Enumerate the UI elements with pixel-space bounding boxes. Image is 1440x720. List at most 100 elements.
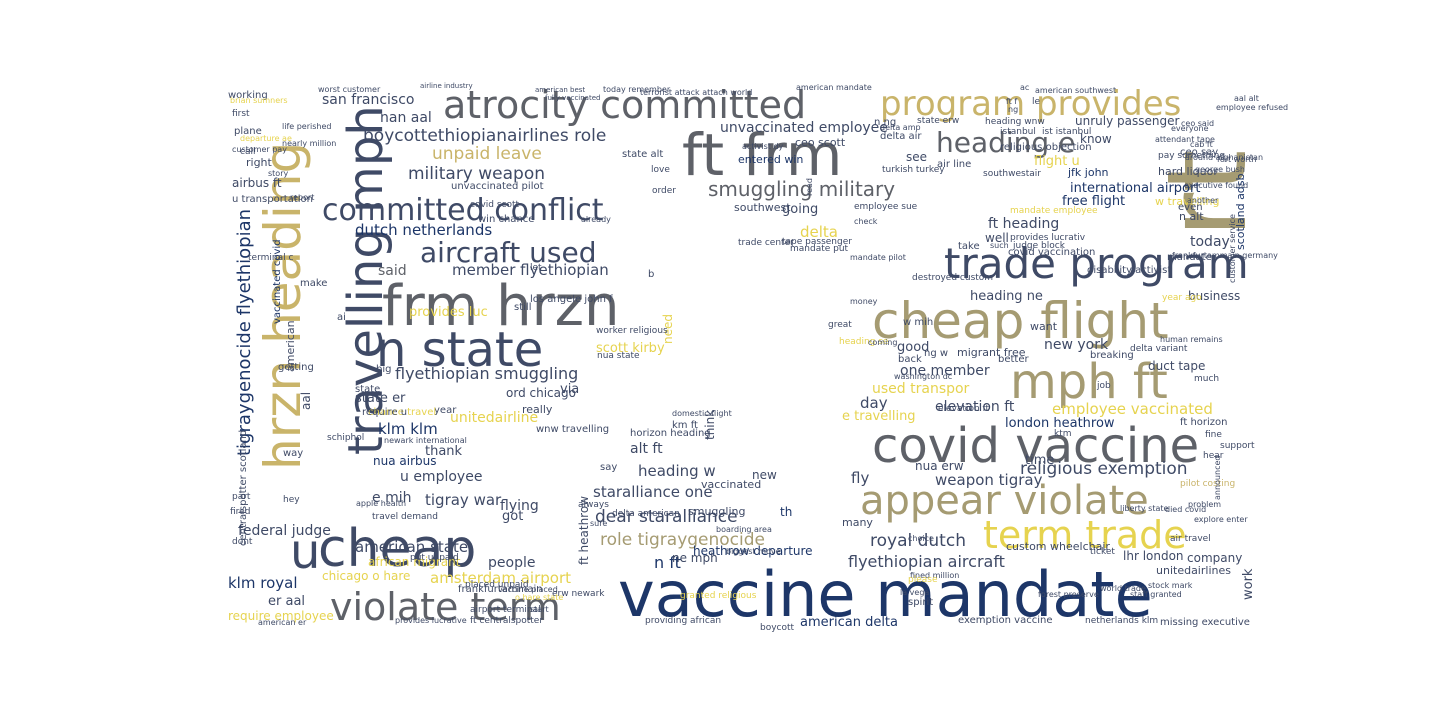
word-tigraygenocide-flyethiopian-22: tigraygenocide flyethiopian bbox=[234, 209, 255, 456]
word-executive-found-224: executive found bbox=[1184, 181, 1248, 190]
word-provides-lucrativ-180: provides lucrativ bbox=[1010, 233, 1086, 243]
word-report-248: report bbox=[290, 193, 314, 202]
word-unpaid-leave-25: unpaid leave bbox=[432, 144, 542, 164]
word-missing-executive-149: missing executive bbox=[1160, 617, 1250, 628]
word-th-99: th bbox=[780, 505, 792, 519]
word-better-240: better bbox=[998, 354, 1029, 365]
word-cab-ft-283: cab ft bbox=[1190, 140, 1213, 149]
word-la-vega-219: la vega bbox=[900, 588, 929, 597]
word-everyone-227: everyone bbox=[1171, 124, 1209, 133]
word-working-192: working bbox=[228, 90, 268, 101]
word-big-267: big bbox=[376, 364, 391, 375]
word-delta-53: delta bbox=[800, 223, 838, 241]
word-stock-mark-245: stock mark bbox=[1148, 581, 1193, 590]
word-know-107: know bbox=[1080, 132, 1112, 146]
word-delta-american-154: delta american bbox=[612, 509, 680, 519]
word-american-er-212: american er bbox=[258, 618, 307, 627]
word-announced-235: announced bbox=[1213, 456, 1222, 500]
word-los-angele-john-f-85: los angele john f bbox=[530, 294, 613, 305]
word-company-78: company bbox=[1187, 551, 1242, 565]
word-take-252: take bbox=[958, 241, 980, 252]
word-nua-airbus-83: nua airbus bbox=[373, 454, 436, 468]
word-year-ago-178: year ago bbox=[1162, 293, 1202, 303]
word-first-193: first bbox=[232, 109, 250, 119]
word-back-119: back bbox=[898, 354, 922, 365]
word-many-130: many bbox=[842, 516, 873, 529]
word-smuggling-91: smuggling bbox=[688, 505, 745, 518]
word-need-97: need bbox=[661, 314, 675, 344]
word-state-er-70: state er bbox=[355, 391, 406, 406]
word-ft-heathrow-126: ft heathrow bbox=[577, 496, 591, 565]
word-heading-wnw-186: heading wnw bbox=[985, 117, 1045, 127]
word-domestic-flight-155: domestic flight bbox=[672, 409, 732, 418]
word-check-254: check bbox=[854, 217, 878, 226]
word-u-15: u bbox=[290, 524, 320, 580]
word-pilot-costing-159: pilot costing bbox=[1180, 479, 1235, 489]
word-mandate-200: mandate bbox=[1167, 252, 1212, 263]
word-travel-demand-171: travel demand bbox=[372, 512, 438, 522]
word-aal-105: aal bbox=[299, 392, 313, 410]
word-appear-violate-11: appear violate bbox=[860, 478, 1149, 524]
word-travelling-mph-4: travelling mph bbox=[338, 105, 394, 455]
word-love-250: love bbox=[651, 165, 670, 175]
word-unvaccinated-employee-29: unvaccinated employee bbox=[720, 120, 888, 136]
word-airbus-ft-82: airbus ft bbox=[232, 176, 282, 190]
word-ng-w-117: ng w bbox=[924, 348, 948, 359]
word-trade-program-10: trade program bbox=[944, 239, 1249, 288]
word-newark-international-207: newark international bbox=[384, 436, 467, 445]
word-boycottethiopianairlines-role-21: boycottethiopianairlines role bbox=[363, 126, 606, 146]
word-alt-ft-73: alt ft bbox=[630, 441, 663, 457]
word-choice-242: choice bbox=[908, 534, 934, 543]
word-delta-variant-176: delta variant bbox=[1130, 344, 1188, 354]
word-air-travel-222: air travel bbox=[1170, 534, 1211, 544]
word-customer-service-229: customer service bbox=[1228, 214, 1237, 283]
word-term-trade-18: term trade bbox=[983, 513, 1187, 557]
word-military-weapon-24: military weapon bbox=[408, 164, 545, 184]
word-read-255: read bbox=[805, 178, 814, 196]
word-sure-260: sure bbox=[590, 519, 607, 528]
word-mandate-pilot-181: mandate pilot bbox=[850, 253, 906, 262]
word-flyethiopian-aircraft-34: flyethiopian aircraft bbox=[848, 552, 1005, 571]
word-got-98: got bbox=[502, 509, 523, 524]
word-federal-judge-50: federal judge bbox=[238, 523, 331, 539]
word-covid-vaccine-7: covid vaccine bbox=[872, 418, 1199, 474]
word-one-member-56: one member bbox=[900, 363, 990, 379]
word-ord-chicago-84: ord chicago bbox=[506, 386, 576, 400]
word-ft-frm-1: ft frm bbox=[682, 121, 842, 189]
word-fined-million-241: fined million bbox=[910, 571, 959, 580]
word-frankfurtammain-germany-148: frankfurtammain germany bbox=[1172, 251, 1278, 260]
word-staralliance-one-37: staralliance one bbox=[593, 483, 713, 501]
word-rt-14: rt bbox=[1143, 150, 1271, 238]
word-n-alt-113: n alt bbox=[1179, 210, 1204, 223]
word-airline-industry-273: airline industry bbox=[420, 82, 473, 90]
word-american-124: american bbox=[284, 320, 297, 372]
word-custom-wheelchair-76: custom wheelchair bbox=[1006, 540, 1110, 553]
word-getting-170: getting bbox=[278, 362, 314, 373]
word-chance-travel-167: chance travel bbox=[368, 407, 436, 418]
word-departure-ae-190: departure ae bbox=[240, 134, 292, 143]
word-royal-dutch-30: royal dutch bbox=[870, 531, 966, 551]
word-fly-93: fly bbox=[851, 469, 869, 487]
word-american-mandate-271: american mandate bbox=[796, 83, 872, 92]
word-exemption-vaccine-150: exemption vaccine bbox=[958, 615, 1052, 626]
word-ktm-201: ktm bbox=[1054, 429, 1072, 439]
word-american-southwest-269: american southwest bbox=[1035, 86, 1116, 95]
word-flyethiopian-smuggling-26: flyethiopian smuggling bbox=[395, 364, 578, 383]
word-migrant-free-116: migrant free bbox=[957, 346, 1026, 359]
word-heading-ne-57: heading ne bbox=[970, 289, 1043, 304]
word-role-tigraygenocide-32: role tigraygenocide bbox=[600, 530, 765, 550]
word-want-118: want bbox=[1030, 320, 1058, 333]
word-w-travelling-112: w travelling bbox=[1155, 195, 1219, 208]
word-flight-u-88: flight u bbox=[1034, 154, 1080, 169]
word-require-u-168: require u bbox=[362, 407, 407, 418]
word-today-remember-270: today remember bbox=[603, 85, 671, 94]
word-going-102: going bbox=[782, 202, 818, 217]
word-elevation-ft-211: elevation ft bbox=[938, 404, 990, 414]
word-le-285: le bbox=[1032, 97, 1041, 107]
word-b-121: b bbox=[648, 269, 654, 280]
word-put-unpaid-208: put unpaid bbox=[410, 553, 459, 563]
word-km-ft-210: km ft bbox=[672, 420, 698, 431]
word-ist-istanbul-218: ist istanbul bbox=[1042, 127, 1091, 137]
word-win-chance-198: win chance bbox=[478, 214, 534, 225]
word-klm-klm-49: klm klm bbox=[378, 420, 438, 438]
